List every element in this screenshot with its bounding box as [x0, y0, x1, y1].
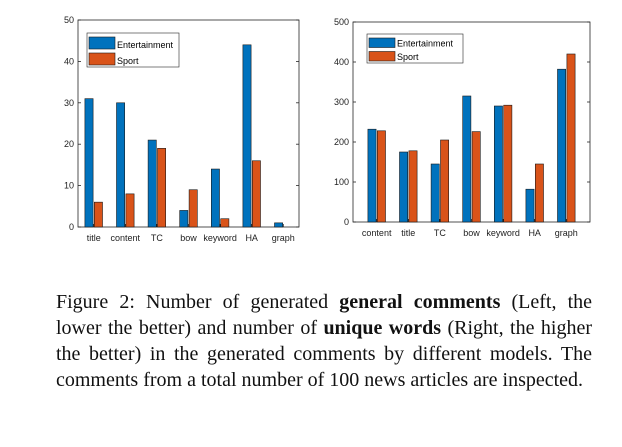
bar-entertainment-graph	[557, 68, 566, 223]
bar-sport-bow	[471, 131, 481, 223]
y-tick-label: 30	[64, 98, 74, 108]
y-tick-label: 400	[334, 57, 349, 67]
bar-entertainment-title	[399, 151, 408, 223]
bar-sport-ha	[252, 160, 261, 228]
bar-sport-content	[376, 130, 386, 223]
figure-charts: 0 10 20 30 40 50 title content TC bow keyword HA gra…	[64, 15, 591, 243]
bar-sport-tc	[157, 148, 166, 228]
bar-entertainment-keyword	[211, 168, 220, 228]
x-tick-label: TC	[151, 233, 163, 243]
bar-sport-tc	[440, 139, 449, 223]
legend-swatch-sport	[88, 52, 116, 66]
y-tick-label: 50	[64, 15, 74, 25]
right-chart: 0 100 200 300 400 500 content title TC bow keyword…	[334, 17, 591, 238]
caption-text-3: (Right, the higher the better) in the ge…	[56, 317, 592, 391]
caption-bold-unique-words: unique words	[323, 317, 442, 339]
bar-sport-keyword	[220, 218, 230, 228]
bar-entertainment-content	[367, 128, 377, 223]
figure-caption: Figure 2: Number of generated general co…	[56, 289, 592, 393]
legend-swatch-entertainment	[368, 37, 396, 48]
x-tick-label: keyword	[203, 233, 237, 243]
y-tick-label: 100	[334, 177, 349, 187]
x-tick-label: HA	[528, 228, 541, 238]
bar-sport-content	[125, 193, 135, 228]
x-tick-label: bow	[180, 233, 197, 243]
x-tick-label: title	[87, 233, 101, 243]
y-tick-label: 0	[344, 217, 349, 227]
x-tick-label: content	[111, 233, 141, 243]
legend-label-sport: Sport	[117, 56, 139, 66]
y-tick-label: 40	[64, 56, 74, 66]
bar-sport-ha	[534, 163, 544, 223]
y-tick-label: 20	[64, 139, 74, 149]
left-chart: 0 10 20 30 40 50 title content TC bow keyword HA gra…	[64, 15, 300, 243]
y-tick-label: 300	[334, 97, 349, 107]
y-tick-label: 0	[69, 222, 74, 232]
y-tick-label: 200	[334, 137, 349, 147]
legend-swatch-sport	[368, 51, 396, 62]
x-tick-label: title	[401, 228, 415, 238]
bar-entertainment-ha	[242, 44, 252, 228]
bar-sport-keyword	[503, 104, 513, 223]
legend-swatch-entertainment	[88, 36, 116, 50]
x-tick-label: graph	[555, 228, 578, 238]
bar-sport-bow	[188, 189, 198, 228]
bar-sport-title	[408, 150, 418, 223]
x-tick-label: graph	[272, 233, 295, 243]
legend-label-entertainment: Entertainment	[117, 40, 174, 50]
caption-bold-general-comments: general comments	[339, 291, 501, 313]
bar-entertainment-tc	[430, 163, 440, 223]
bar-entertainment-tc	[147, 139, 157, 228]
bar-sport-graph	[566, 53, 576, 223]
x-tick-label: content	[362, 228, 392, 238]
caption-text-1: Figure 2: Number of generated	[56, 291, 340, 313]
bar-entertainment-content	[116, 102, 125, 228]
legend-label-sport: Sport	[397, 52, 419, 62]
bar-entertainment-bow	[462, 95, 472, 223]
legend-label-entertainment: Entertainment	[397, 39, 454, 49]
x-tick-label: HA	[245, 233, 258, 243]
x-tick-label: TC	[434, 228, 446, 238]
bar-entertainment-bow	[179, 210, 189, 228]
bar-entertainment-keyword	[493, 105, 503, 223]
bar-sport-title	[94, 201, 103, 228]
x-tick-label: keyword	[486, 228, 520, 238]
y-tick-label: 500	[334, 17, 349, 27]
bar-entertainment-ha	[525, 188, 535, 223]
caption-text-2: (Left, the lower the better) and number …	[56, 291, 592, 339]
y-tick-label: 10	[64, 181, 74, 191]
x-tick-label: bow	[463, 228, 480, 238]
bar-entertainment-title	[84, 98, 94, 228]
bar-entertainment-graph	[274, 222, 283, 228]
